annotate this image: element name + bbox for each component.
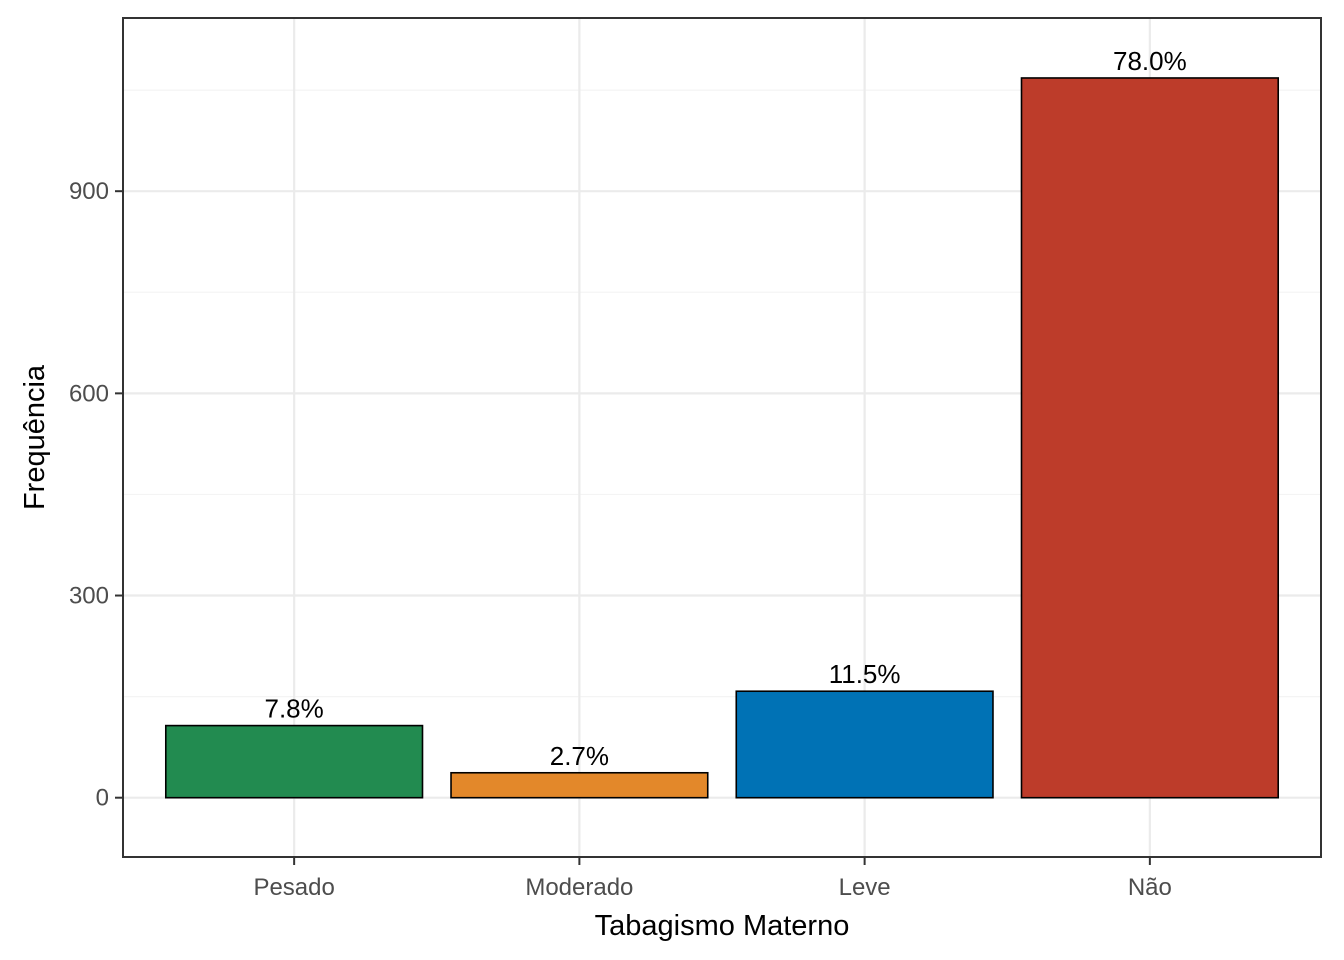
y-tick-label: 0 — [96, 785, 109, 812]
y-tick-label: 300 — [69, 583, 109, 610]
data-labels: 7.8% 2.7% 11.5% 78.0% — [265, 46, 1187, 771]
bar-3 — [1020, 77, 1280, 799]
plot-panel-border — [122, 17, 1322, 858]
x-tick-label: Moderado — [525, 874, 633, 901]
x-axis-title: Tabagismo Materno — [595, 910, 850, 942]
x-tick-label: Pesado — [253, 874, 334, 901]
bar-2 — [735, 690, 994, 799]
y-axis: 0 300 600 900 — [69, 178, 123, 812]
bar-data-label: 78.0% — [1113, 46, 1187, 76]
bar-data-label: 11.5% — [829, 659, 901, 689]
bar-1 — [450, 771, 709, 799]
y-tick-label: 600 — [69, 380, 109, 407]
y-axis-title: Frequência — [19, 364, 51, 510]
y-tick-label: 900 — [69, 178, 109, 205]
bar-0 — [164, 724, 424, 799]
x-tick-label: Leve — [839, 874, 891, 901]
bar-data-label: 7.8% — [265, 694, 324, 724]
bars — [164, 77, 1280, 799]
bar-data-label: 2.7% — [550, 741, 609, 771]
x-tick-label: Não — [1128, 874, 1172, 901]
x-axis: Pesado Moderado Leve Não — [253, 857, 1172, 901]
